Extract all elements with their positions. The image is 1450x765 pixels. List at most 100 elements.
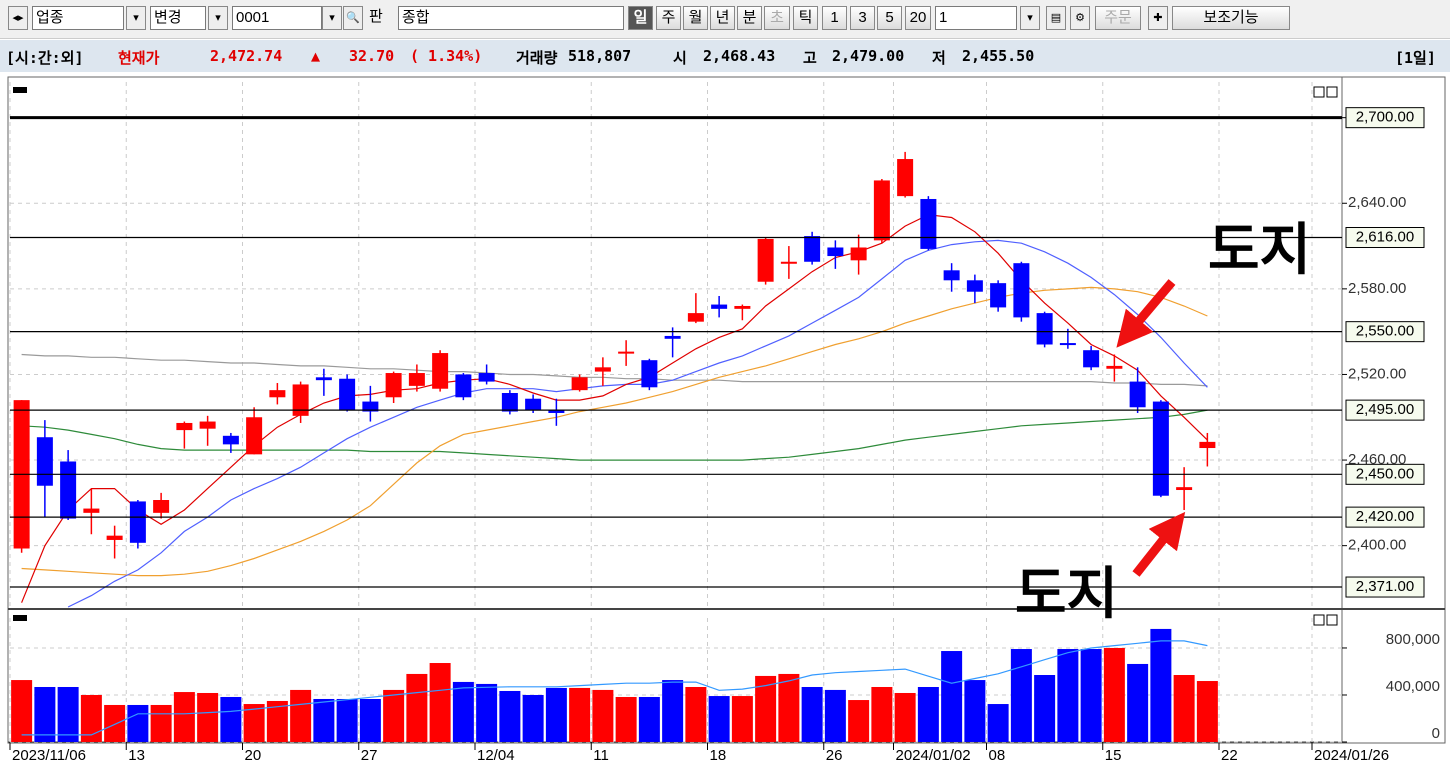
high: 2,479.00 (832, 47, 905, 65)
volume-bar (290, 689, 312, 742)
line (67, 239, 1208, 608)
volume-bar (987, 704, 1009, 742)
volume-bar (150, 704, 172, 742)
candle-body (920, 198, 937, 249)
period: [1일] (1395, 49, 1436, 67)
volume: 518,807 (568, 47, 632, 65)
info-bar: [시:간:외] 현재가 2,472.74 ▲ 32.70 ( 1.34%) 거래… (0, 40, 1450, 72)
candle-body (943, 270, 960, 281)
level-box (1345, 399, 1425, 421)
panel-icon[interactable] (1326, 614, 1338, 626)
candle-body (1152, 401, 1169, 496)
candle-body (36, 437, 53, 486)
candle-body (780, 261, 797, 264)
level-box (1345, 321, 1425, 343)
period-button[interactable]: 일 (628, 6, 653, 30)
candle-body (1013, 263, 1030, 318)
save-icon[interactable]: ▤ (1046, 6, 1066, 30)
level-label: 2,495.00 (1356, 401, 1414, 418)
panel-icon[interactable] (1313, 614, 1325, 626)
candle-body (1199, 441, 1216, 449)
x-tick-label: 20 (245, 747, 262, 764)
candle-body (1059, 343, 1076, 346)
volume-bar (173, 692, 195, 742)
period-button[interactable]: 주 (656, 6, 681, 30)
period-button[interactable]: 월 (683, 6, 708, 30)
count-input[interactable]: 1 (935, 6, 1017, 30)
volume-bar (824, 689, 846, 742)
label: 고 (803, 49, 817, 67)
search[interactable]: 🔍 (343, 6, 363, 30)
x-tick-label: 08 (989, 747, 1006, 764)
candle-body (222, 435, 239, 445)
candle-body (315, 377, 332, 381)
volume-bar (429, 663, 451, 742)
x-tick-label: 11 (593, 747, 609, 764)
y-tick-label: 2,580.00 (1348, 280, 1406, 297)
period-button: 초 (764, 6, 790, 30)
candle-body (594, 367, 611, 372)
dropdown[interactable]: ▾ (126, 6, 146, 30)
volume-bar (80, 694, 102, 742)
candle-body (757, 238, 774, 282)
volume-bar (522, 694, 544, 742)
dropdown[interactable]: ▾ (208, 6, 228, 30)
nav-arrows[interactable]: ◂▸ (8, 6, 28, 30)
move-icon[interactable]: ✚ (1148, 6, 1168, 30)
label: 저 (932, 49, 946, 67)
period-button[interactable]: 틱 (793, 6, 818, 30)
candle-body (129, 501, 146, 543)
candle-body (966, 280, 983, 292)
session: [시:간:외] (6, 49, 84, 67)
period-button[interactable]: 분 (737, 6, 762, 30)
candle-body (804, 236, 821, 262)
dropdown[interactable]: ▾ (1020, 6, 1040, 30)
volume-bar (545, 687, 567, 742)
volume-bar (615, 696, 637, 742)
market-select[interactable]: 업종 (32, 6, 124, 30)
volume-bar (731, 696, 753, 742)
dropdown[interactable]: ▾ (322, 6, 342, 30)
volume-bar (569, 687, 591, 742)
pan-label: 판 (369, 8, 383, 25)
interval-button[interactable]: 20 (905, 6, 931, 30)
volume-bar (243, 704, 265, 742)
candle-body (246, 417, 263, 455)
volume-bar (638, 696, 660, 742)
level-label: 2,371.00 (1356, 578, 1414, 595)
volume-bar (941, 651, 963, 742)
volume-bar (383, 689, 405, 742)
interval-button[interactable]: 5 (877, 6, 902, 30)
y-tick-label: 2,520.00 (1348, 365, 1406, 382)
candle-body (664, 335, 681, 339)
label: 현재가 (118, 49, 160, 67)
candle-body (432, 353, 449, 389)
candle-body (873, 180, 890, 241)
volume-bar (1103, 647, 1125, 742)
change-select[interactable]: 변경 (150, 6, 206, 30)
candle-body (548, 410, 565, 413)
x-tick-label: 27 (361, 747, 378, 764)
volume-bar (406, 673, 428, 742)
code-input[interactable]: 0001 (232, 6, 322, 30)
panel-icon[interactable] (1313, 86, 1325, 98)
arrow: ▲ (311, 47, 321, 65)
level-box (1345, 506, 1425, 528)
line (21, 214, 1208, 603)
y-tick-label: 2,400.00 (1348, 537, 1406, 554)
aux-button[interactable]: 보조기능 (1172, 6, 1290, 30)
interval-button[interactable]: 3 (850, 6, 875, 30)
y-tick-label: 2,460.00 (1348, 451, 1406, 468)
period-button[interactable]: 년 (710, 6, 735, 30)
open: 2,468.43 (703, 47, 776, 65)
volume-bar (894, 692, 916, 742)
interval-button[interactable]: 1 (822, 6, 847, 30)
low: 2,455.50 (962, 47, 1035, 65)
current-price: 2,472.74 (210, 47, 283, 65)
level-box (1345, 576, 1425, 598)
candle-body (385, 373, 402, 398)
volume-bar (57, 686, 79, 742)
panel-icon[interactable] (1326, 86, 1338, 98)
settings-icon[interactable]: ⚙ (1070, 6, 1090, 30)
volume-bar (220, 696, 242, 742)
